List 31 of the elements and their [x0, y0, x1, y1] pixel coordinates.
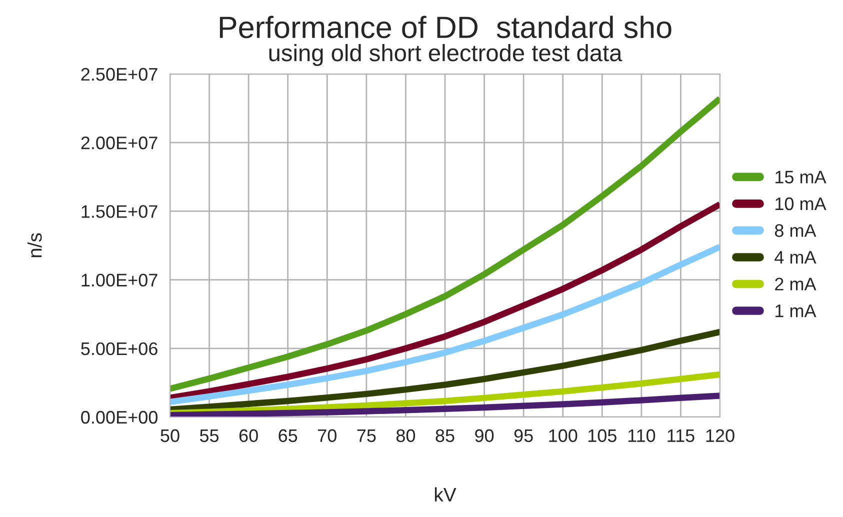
y-tick-label: 5.00E+06	[81, 342, 158, 356]
chart-title: Performance of DD standard sho	[220, 16, 672, 38]
x-tick-label: 120	[706, 429, 734, 442]
legend-label: 10 mA	[776, 197, 826, 210]
y-tick-label: 0.00E+00	[81, 410, 158, 424]
x-tick-label: 80	[396, 429, 416, 442]
x-tick-label: 90	[475, 429, 494, 442]
y-axis-title: n/s	[28, 233, 42, 258]
x-tick-label: 95	[514, 429, 533, 442]
legend-label: 4 mA	[774, 251, 816, 264]
legend-label: 15 mA	[776, 170, 826, 184]
x-tick-label: 65	[278, 429, 298, 442]
x-axis-title: kV	[434, 487, 456, 502]
x-tick-label: 85	[436, 429, 454, 442]
y-tick-label: 2.50E+07	[81, 68, 158, 81]
x-tick-label: 75	[357, 429, 376, 442]
x-tick-label: 105	[588, 429, 616, 442]
y-tick-label: 1.00E+07	[82, 274, 158, 287]
x-tick-label: 70	[318, 429, 336, 442]
x-tick-label: 100	[549, 429, 578, 442]
x-tick-label: 50	[160, 429, 180, 442]
legend-label: 2 mA	[775, 278, 816, 290]
x-tick-label: 60	[239, 429, 258, 442]
x-tick-label: 55	[200, 429, 219, 442]
x-tick-label: 110	[628, 429, 656, 442]
y-tick-label: 1.50E+07	[82, 205, 158, 218]
x-tick-label: 115	[668, 429, 694, 442]
chart-subtitle: using old short electrode test data	[269, 44, 622, 66]
y-tick-label: 2.00E+07	[81, 136, 158, 150]
legend-label: 8 mA	[774, 224, 816, 237]
legend-label: 1 mA	[776, 304, 816, 318]
